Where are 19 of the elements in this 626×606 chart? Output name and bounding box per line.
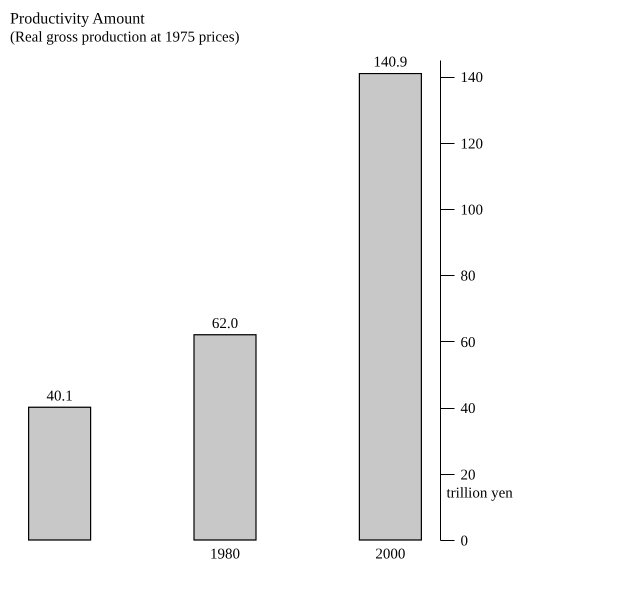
y-tick-label: 140: [460, 70, 483, 86]
y-tick-label: 40: [460, 401, 476, 418]
y-tick-label: 100: [460, 202, 483, 218]
bar: [193, 334, 257, 541]
chart-subtitle: (Real gross production at 1975 prices): [10, 30, 240, 46]
y-tick-label: 120: [460, 136, 483, 152]
data-label: 140.9: [374, 54, 408, 71]
y-tick-label: 80: [460, 268, 476, 285]
chart-title: Productivity Amount: [10, 10, 146, 28]
data-label: 62.0: [212, 316, 238, 332]
x-tick-label: 1980: [210, 546, 240, 562]
bar: [358, 72, 422, 541]
bar: [28, 406, 92, 541]
y-tick-label: 20: [460, 467, 476, 484]
y-axis-title: trillion yen: [446, 486, 514, 502]
data-label: 40.1: [46, 388, 73, 404]
y-tick-label: 60: [460, 334, 476, 351]
x-tick-label: 2000: [375, 546, 406, 562]
y-tick-label: 0: [460, 534, 468, 550]
